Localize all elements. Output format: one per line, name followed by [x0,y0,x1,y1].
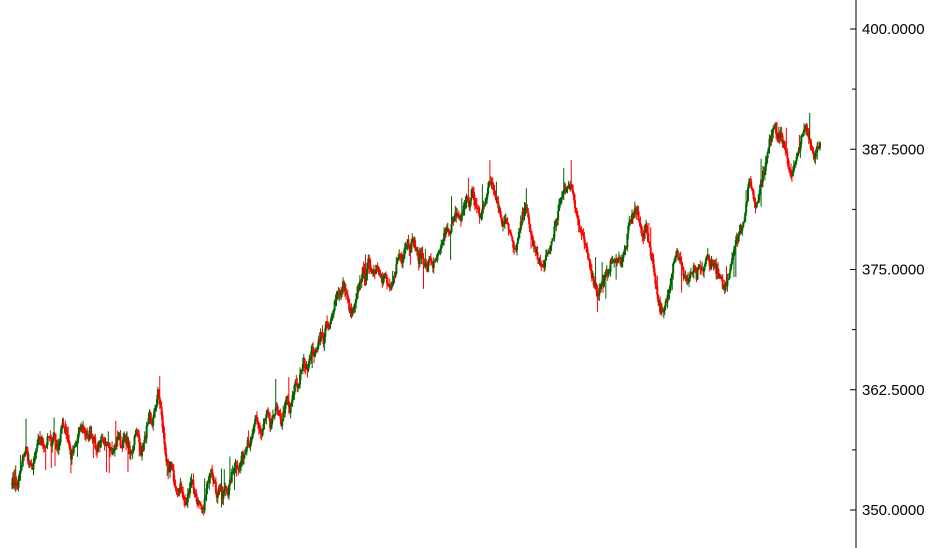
y-axis-ticks: 400.0000 387.5000 375.0000 362.5000 350.0000 [850,21,925,519]
candlestick-series [11,112,821,516]
y-tick-label: 362.5000 [862,382,925,399]
y-tick-label: 375.0000 [862,262,925,279]
y-tick-label: 400.0000 [862,21,925,38]
y-tick-label: 350.0000 [862,502,925,519]
y-tick-label: 387.5000 [862,141,925,158]
